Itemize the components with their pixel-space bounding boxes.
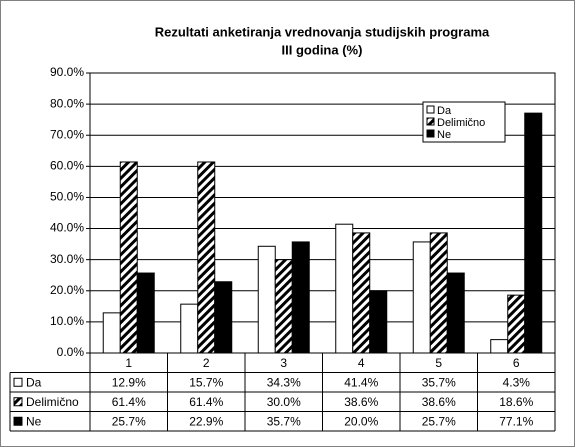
y-tick-label: 40.0% bbox=[50, 221, 84, 235]
table-cell: 25.7% bbox=[422, 414, 456, 428]
bar bbox=[429, 232, 448, 354]
table-key bbox=[13, 397, 23, 407]
bar bbox=[102, 312, 121, 354]
table-cell: 38.6% bbox=[422, 395, 456, 409]
legend bbox=[422, 101, 506, 143]
legend-label: Da bbox=[437, 105, 452, 117]
table-cell: 35.7% bbox=[422, 375, 456, 389]
y-tick-label: 30.0% bbox=[50, 252, 84, 266]
table-key bbox=[13, 416, 23, 426]
table-cell: 61.4% bbox=[189, 395, 223, 409]
table-cell: 25.7% bbox=[112, 414, 146, 428]
table-cell: 22.9% bbox=[189, 414, 223, 428]
y-tick-label: 50.0% bbox=[50, 190, 84, 204]
bar bbox=[524, 112, 543, 354]
bar bbox=[291, 241, 310, 354]
bar bbox=[369, 290, 388, 354]
bar bbox=[446, 272, 465, 354]
table-cell: 4.3% bbox=[503, 375, 531, 389]
table-cell: 12.9% bbox=[112, 375, 146, 389]
x-tick-label: 3 bbox=[280, 356, 287, 370]
legend-key bbox=[426, 117, 435, 126]
table-cell: 15.7% bbox=[189, 375, 223, 389]
y-tick-label: 0.0% bbox=[57, 345, 85, 359]
bar bbox=[119, 161, 138, 354]
table-cell: 38.6% bbox=[344, 395, 378, 409]
x-tick-label: 1 bbox=[125, 356, 132, 370]
y-tick-label: 80.0% bbox=[50, 96, 84, 110]
bar bbox=[136, 272, 155, 354]
bar bbox=[274, 259, 293, 354]
bar bbox=[214, 281, 233, 354]
table-row-label: Ne bbox=[26, 414, 42, 428]
x-tick-label: 6 bbox=[513, 356, 520, 370]
bar bbox=[197, 161, 216, 354]
table-row-label: Da bbox=[26, 375, 42, 389]
legend-label: Delimično bbox=[437, 117, 485, 129]
x-tick-label: 4 bbox=[358, 356, 365, 370]
x-tick-label: 5 bbox=[435, 356, 442, 370]
bar bbox=[335, 223, 354, 354]
table-row-label: Delimično bbox=[26, 395, 79, 409]
table-cell: 30.0% bbox=[267, 395, 301, 409]
table-cell: 20.0% bbox=[344, 414, 378, 428]
y-tick-label: 60.0% bbox=[50, 159, 84, 173]
table-cell: 41.4% bbox=[344, 375, 378, 389]
table-cell: 18.6% bbox=[499, 395, 533, 409]
bar bbox=[180, 303, 199, 354]
chart-title: III godina (%) bbox=[282, 42, 363, 57]
legend-key bbox=[426, 105, 435, 114]
y-tick-label: 70.0% bbox=[50, 127, 84, 141]
y-tick-label: 90.0% bbox=[50, 65, 84, 79]
legend-key bbox=[426, 129, 435, 138]
table-cell: 35.7% bbox=[267, 414, 301, 428]
table-cell: 34.3% bbox=[267, 375, 301, 389]
table-key bbox=[13, 377, 23, 387]
chart-title: Rezultati anketiranja vrednovanja studij… bbox=[155, 24, 490, 39]
x-tick-label: 2 bbox=[203, 356, 210, 370]
y-tick-label: 20.0% bbox=[50, 283, 84, 297]
table-cell: 77.1% bbox=[499, 414, 533, 428]
bar bbox=[412, 241, 431, 354]
bar bbox=[257, 245, 276, 354]
bar bbox=[352, 232, 371, 354]
bar bbox=[507, 294, 526, 354]
legend-label: Ne bbox=[437, 129, 451, 141]
table-cell: 61.4% bbox=[112, 395, 146, 409]
y-tick-label: 10.0% bbox=[50, 314, 84, 328]
bar bbox=[490, 339, 509, 354]
